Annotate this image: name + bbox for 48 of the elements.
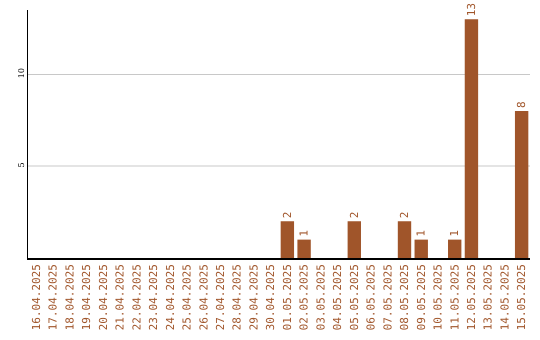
x-tick-label: 14.05.2025 [498, 264, 512, 330]
bar [464, 19, 478, 258]
x-tick-label: 04.05.2025 [331, 264, 344, 330]
x-tick-label: 05.05.2025 [348, 264, 361, 330]
y-tick-label: 10 [16, 68, 26, 78]
x-tick-label: 15.05.2025 [515, 264, 528, 330]
data-label: 13 [464, 2, 478, 16]
x-tick-label: 08.05.2025 [398, 264, 412, 330]
y-tick-label: 5 [16, 162, 26, 168]
bar [414, 240, 428, 258]
x-tick-label: 28.04.2025 [230, 264, 244, 330]
data-label: 8 [515, 101, 528, 108]
bar [398, 221, 412, 258]
bar [514, 111, 528, 258]
x-tick-label: 16.04.2025 [30, 264, 43, 330]
x-tick-label: 29.04.2025 [247, 264, 260, 330]
bar [448, 240, 462, 258]
x-tick-label: 30.04.2025 [264, 264, 278, 330]
x-tick-label: 09.05.2025 [414, 264, 428, 330]
x-tick-label: 27.04.2025 [214, 264, 228, 330]
x-tick-label: 19.04.2025 [80, 264, 94, 330]
x-tick-label: 22.04.2025 [130, 264, 144, 330]
data-label: 1 [448, 230, 462, 237]
data-label: 2 [398, 212, 411, 218]
bar [348, 221, 361, 258]
x-tick-label: 10.05.2025 [432, 264, 445, 330]
data-label: 2 [280, 212, 294, 218]
bar [297, 240, 311, 258]
x-tick-label: 11.05.2025 [448, 264, 462, 330]
x-tick-label: 20.04.2025 [96, 264, 110, 330]
x-tick-label: 07.05.2025 [381, 264, 394, 330]
x-tick-label: 13.05.2025 [482, 264, 495, 330]
x-tick-label: 18.04.2025 [63, 264, 76, 330]
x-tick-label: 25.04.2025 [180, 264, 194, 330]
x-tick-label: 06.05.2025 [364, 264, 378, 330]
data-label: 1 [414, 230, 428, 237]
x-tick-label: 21.04.2025 [114, 264, 127, 330]
x-tick-label: 24.04.2025 [164, 264, 177, 330]
x-tick-label: 03.05.2025 [314, 264, 328, 330]
x-tick-label: 17.04.2025 [46, 264, 60, 330]
x-tick-label: 23.04.2025 [147, 264, 160, 330]
x-tick-label: 01.05.2025 [280, 264, 294, 330]
x-tick-label: 26.04.2025 [197, 264, 210, 330]
data-label: 2 [348, 212, 361, 218]
x-tick-label: 02.05.2025 [298, 264, 311, 330]
bar [280, 221, 294, 258]
data-label: 1 [298, 230, 311, 237]
x-tick-label: 12.05.2025 [465, 264, 478, 330]
